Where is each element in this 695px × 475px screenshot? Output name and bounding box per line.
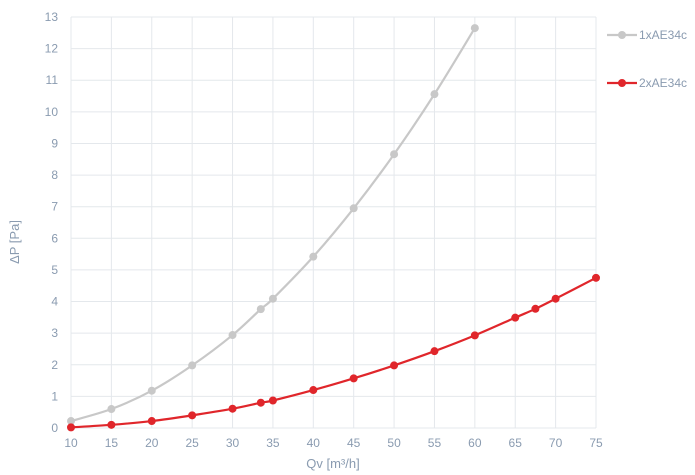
data-point (147, 386, 156, 395)
x-tick-label: 55 (428, 436, 442, 450)
legend-label: 2xAE34c (639, 76, 687, 90)
data-point (309, 252, 318, 261)
data-point (349, 374, 358, 383)
data-point (188, 361, 197, 370)
y-tick-label: 13 (45, 10, 59, 24)
x-tick-label: 20 (145, 436, 159, 450)
x-tick-label: 10 (64, 436, 78, 450)
x-tick-label: 30 (226, 436, 240, 450)
x-tick-label: 40 (307, 436, 321, 450)
series-2xAE34c (67, 273, 600, 432)
x-tick-label: 75 (589, 436, 603, 450)
data-point (390, 361, 399, 370)
data-point (228, 331, 237, 340)
x-tick-label: 50 (387, 436, 401, 450)
y-tick-label: 5 (51, 263, 58, 277)
y-tick-label: 10 (45, 105, 59, 119)
data-point (67, 423, 75, 432)
legend: 1xAE34c 2xAE34c (607, 28, 687, 90)
data-point (256, 398, 265, 407)
legend-item: 2xAE34c (607, 76, 687, 90)
y-tick-label: 7 (51, 200, 58, 214)
data-point (256, 305, 265, 314)
data-point (592, 273, 600, 282)
x-tick-label: 45 (347, 436, 361, 450)
x-tick-label: 65 (509, 436, 523, 450)
series-layer (67, 24, 600, 432)
y-axis-title: ΔP [Pa] (7, 220, 22, 264)
data-point (67, 417, 75, 426)
data-point (349, 204, 358, 213)
data-point (430, 90, 439, 99)
x-tick-label: 60 (468, 436, 482, 450)
data-point (147, 417, 156, 426)
x-tick-label: 35 (266, 436, 280, 450)
data-point (470, 24, 479, 33)
x-tick-labels: 10 15 20 25 30 35 40 45 50 55 60 65 70 75 (64, 436, 603, 450)
x-tick-label: 15 (105, 436, 119, 450)
series-line (70, 276, 597, 429)
x-axis-title: Qv [m³/h] (306, 456, 359, 471)
data-point (531, 304, 540, 313)
data-point (470, 331, 479, 340)
legend-marker-icon (618, 31, 626, 39)
data-point (430, 347, 439, 356)
data-point (551, 294, 560, 303)
y-tick-label: 4 (51, 295, 58, 309)
y-tick-label: 2 (51, 358, 58, 372)
legend-item: 1xAE34c (607, 28, 687, 42)
legend-label: 1xAE34c (639, 28, 687, 42)
data-point (107, 420, 116, 429)
grid-layer (70, 16, 597, 429)
x-tick-label: 25 (185, 436, 199, 450)
data-point (511, 313, 520, 322)
y-tick-label: 1 (51, 389, 58, 403)
y-tick-label: 6 (51, 231, 58, 245)
legend-marker-icon (618, 79, 626, 87)
y-tick-label: 3 (51, 326, 58, 340)
data-point (228, 404, 237, 413)
y-tick-label: 12 (45, 42, 59, 56)
data-point (309, 386, 318, 395)
data-point (188, 411, 197, 420)
data-point (390, 150, 399, 159)
data-point (268, 294, 277, 303)
y-tick-label: 8 (51, 168, 58, 182)
series-1xAE34c (67, 24, 479, 426)
y-tick-label: 9 (51, 136, 58, 150)
x-tick-label: 70 (549, 436, 563, 450)
data-point (268, 396, 277, 405)
data-point (107, 405, 116, 414)
y-tick-label: 11 (46, 73, 59, 87)
y-tick-label: 0 (51, 421, 58, 435)
